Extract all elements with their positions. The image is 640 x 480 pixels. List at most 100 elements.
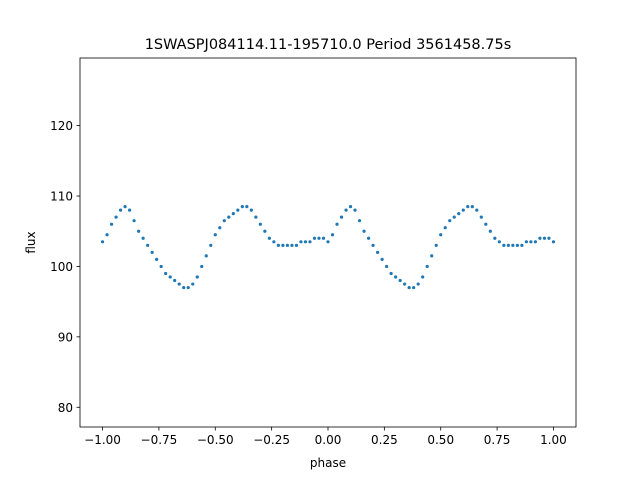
data-point [461,208,465,212]
data-point [335,222,339,226]
data-point [385,264,389,269]
data-point [186,285,190,290]
data-point [430,254,434,258]
data-point [452,215,456,219]
data-point [484,222,488,226]
x-tick-label: −1.00 [84,433,121,447]
data-point [515,243,519,247]
data-point [493,236,497,240]
data-point [231,212,235,216]
data-point [159,264,163,269]
x-tick-label: 1.00 [540,433,567,447]
data-point [146,243,150,247]
data-point [412,285,416,290]
x-axis-label: phase [310,456,346,470]
data-point [236,208,240,212]
data-point [109,222,114,226]
data-points [100,204,556,290]
data-point [173,278,177,283]
data-point [529,240,533,244]
data-point [100,240,105,244]
data-point [321,236,326,240]
data-point [213,233,217,237]
data-point [245,204,249,209]
data-point [141,236,145,240]
data-point [218,226,222,230]
data-point [389,271,393,276]
data-point [258,222,262,226]
data-point [394,275,398,279]
data-point [128,208,132,212]
data-point [344,208,348,212]
data-point [267,236,271,240]
data-point [164,271,168,276]
data-point [421,275,425,279]
data-point [380,257,384,261]
data-point [434,243,438,247]
x-tick-label: 0.75 [484,433,511,447]
data-point [443,226,447,230]
x-axis: −1.00 −0.75 −0.50 −0.25 0.00 0.25 0.50 0.75 1.00 [84,427,567,447]
data-point [371,243,375,247]
data-point [118,208,123,212]
data-point [330,233,335,237]
data-point [407,285,411,290]
x-tick-label: 0.50 [427,433,454,447]
data-point [155,257,159,261]
data-point [353,208,357,212]
data-point [200,264,204,269]
data-point [362,229,366,233]
data-point [416,282,420,286]
y-tick-label: 90 [58,330,73,344]
data-point [475,208,479,212]
data-point [533,240,538,244]
x-tick-label: 0.25 [371,433,398,447]
y-axis: 80 90 100 110 120 [50,119,80,415]
data-point [114,215,118,219]
data-point [488,229,492,233]
x-tick-label: −0.50 [197,433,234,447]
y-tick-label: 120 [50,119,73,133]
data-point [524,240,529,244]
data-point [506,243,510,247]
data-point [168,275,172,279]
data-point [348,204,353,209]
x-tick-label: −0.75 [141,433,178,447]
data-point [398,278,402,283]
data-point [254,215,258,219]
data-point [403,282,407,286]
data-point [209,243,213,247]
data-point [366,236,371,240]
data-point [191,282,195,286]
data-point [137,229,141,233]
data-point [470,204,474,209]
data-point [497,240,501,244]
data-point [182,285,186,290]
data-point [105,233,109,237]
data-point [276,243,280,247]
chart-title: 1SWASPJ084114.11-195710.0 Period 3561458… [145,37,512,53]
y-tick-label: 110 [50,190,73,204]
data-point [249,208,253,212]
data-point [312,236,317,240]
data-point [290,243,294,247]
data-point [511,243,515,247]
data-point [285,243,290,247]
data-point [520,243,524,247]
data-point [317,236,321,240]
data-point [357,219,362,223]
data-point [123,204,127,209]
data-point [281,243,285,247]
y-tick-label: 80 [58,401,73,415]
data-point [339,215,344,219]
data-point [448,219,452,223]
data-point [538,236,542,240]
data-point [132,219,136,223]
y-axis-label: flux [24,231,38,253]
data-point [308,240,312,244]
data-point [457,212,461,216]
x-tick-label: 0.00 [315,433,342,447]
data-point [177,282,181,286]
